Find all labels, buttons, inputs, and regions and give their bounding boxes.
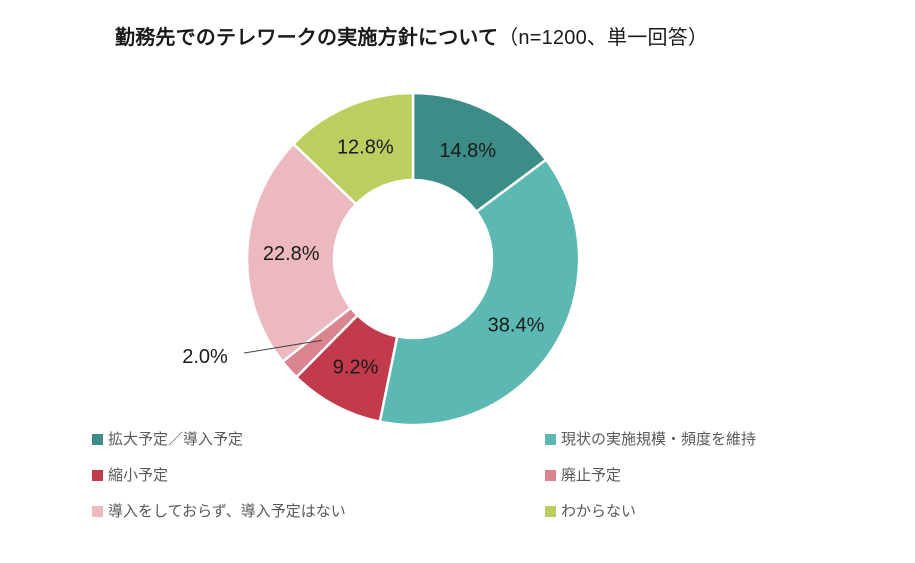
legend: 拡大予定／導入予定 現状の実施規模・頻度を維持 縮小予定 廃止予定 導入をしてお…	[92, 431, 756, 520]
percent-label-5: 12.8%	[337, 137, 394, 159]
donut-segment-0	[411, 91, 548, 214]
legend-swatch	[545, 470, 556, 481]
legend-item-unknown: わからない	[545, 503, 756, 520]
legend-swatch	[92, 434, 103, 445]
percent-label-1: 38.4%	[488, 314, 545, 336]
percent-label-4: 22.8%	[263, 243, 320, 265]
legend-item-reduce: 縮小予定	[92, 467, 545, 484]
legend-swatch	[545, 506, 556, 517]
percent-label-2: 9.2%	[333, 357, 379, 379]
chart-title-note: （n=1200、単一回答）	[498, 27, 709, 49]
legend-label: 導入をしておらず、導入予定はない	[108, 503, 346, 520]
chart-title-main: 勤務先でのテレワークの実施方針について	[115, 27, 499, 49]
donut-segment-5	[292, 91, 415, 206]
chart-title: 勤務先でのテレワークの実施方針について（n=1200、単一回答）	[115, 26, 708, 51]
legend-swatch	[92, 470, 103, 481]
legend-item-maintain: 現状の実施規模・頻度を維持	[545, 431, 756, 448]
donut-segment-4	[245, 142, 358, 363]
percent-label-3: 2.0%	[182, 346, 228, 368]
leader-line	[243, 339, 323, 354]
legend-item-expand: 拡大予定／導入予定	[92, 431, 545, 448]
legend-label: 縮小予定	[108, 467, 169, 484]
legend-swatch	[92, 506, 103, 517]
legend-item-abolish: 廃止予定	[545, 467, 756, 484]
legend-item-not-introduced: 導入をしておらず、導入予定はない	[92, 503, 545, 520]
labels-group: 14.8% 38.4% 9.2% 2.0% 22.8% 12.8%	[182, 137, 544, 379]
legend-label: 廃止予定	[561, 467, 622, 484]
legend-label: 現状の実施規模・頻度を維持	[561, 431, 757, 448]
donut-segment-1	[378, 158, 581, 427]
legend-label: 拡大予定／導入予定	[108, 431, 244, 448]
percent-label-0: 14.8%	[439, 140, 496, 162]
legend-label: わからない	[561, 503, 637, 520]
legend-swatch	[545, 434, 556, 445]
segments-group	[245, 91, 581, 427]
